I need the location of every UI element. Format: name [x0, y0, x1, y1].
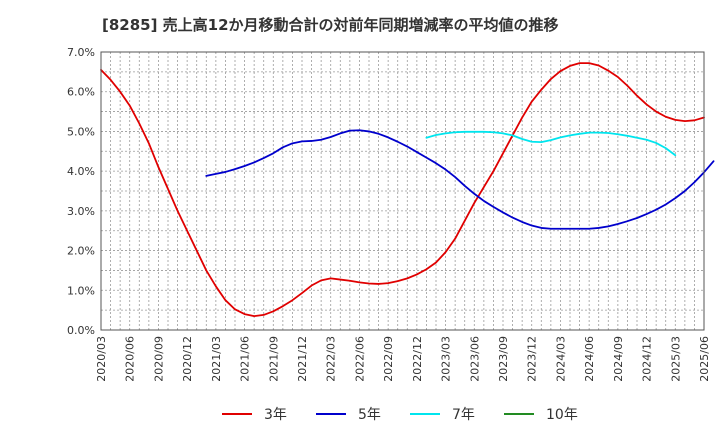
y-tick-label: 5.0%	[67, 125, 95, 138]
legend: 3年 5年 7年 10年	[222, 407, 578, 423]
y-tick-label: 7.0%	[67, 46, 95, 59]
x-tick-label: 2020/12	[181, 336, 194, 382]
x-tick-label: 2023/09	[497, 336, 510, 382]
y-tick-label: 2.0%	[67, 245, 95, 258]
x-tick-label: 2025/06	[698, 336, 711, 382]
x-tick-label: 2022/12	[411, 336, 424, 382]
x-tick-label: 2022/06	[353, 336, 366, 382]
x-tick-label: 2020/09	[152, 336, 165, 382]
series-lines	[100, 62, 715, 318]
y-tick-label: 1.0%	[67, 284, 95, 297]
legend-label-1: 3年	[264, 407, 287, 423]
series-line-1	[100, 62, 705, 318]
legend-label-2: 5年	[358, 407, 381, 423]
x-tick-label: 2024/09	[612, 336, 625, 382]
x-tick-label: 2021/09	[267, 336, 280, 382]
x-tick-label: 2021/03	[210, 336, 223, 382]
x-tick-label: 2022/09	[382, 336, 395, 382]
x-tick-label: 2021/12	[296, 336, 309, 382]
legend-label-4: 10年	[546, 407, 578, 423]
x-axis-ticks: 2020/03 2020/06 2020/09 2020/12 2021/03 2021/…	[95, 336, 711, 382]
x-tick-label: 2023/06	[468, 336, 481, 382]
y-tick-label: 4.0%	[67, 165, 95, 178]
x-tick-label: 2025/03	[669, 336, 682, 382]
x-tick-label: 2020/06	[124, 336, 137, 382]
legend-label-3: 7年	[452, 407, 475, 423]
y-axis-ticks: 0.0% 1.0% 2.0% 3.0% 4.0% 5.0% 6.0% 7.0%	[67, 46, 95, 337]
chart-title: [8285] 売上高12か月移動合計の対前年同期増減率の平均値の推移	[102, 16, 559, 34]
y-tick-label: 6.0%	[67, 86, 95, 99]
x-tick-label: 2020/03	[95, 336, 108, 382]
grid	[101, 52, 704, 330]
x-tick-label: 2024/03	[554, 336, 567, 382]
x-tick-label: 2024/12	[641, 336, 654, 382]
x-tick-label: 2023/03	[440, 336, 453, 382]
x-tick-label: 2024/06	[583, 336, 596, 382]
plot-frame	[100, 51, 705, 331]
x-tick-label: 2022/03	[325, 336, 338, 382]
y-tick-label: 0.0%	[67, 324, 95, 337]
x-tick-label: 2023/12	[526, 336, 539, 382]
series-line-2	[205, 129, 715, 230]
y-tick-label: 3.0%	[67, 205, 95, 218]
series-line-3	[425, 130, 677, 157]
x-tick-label: 2021/06	[239, 336, 252, 382]
